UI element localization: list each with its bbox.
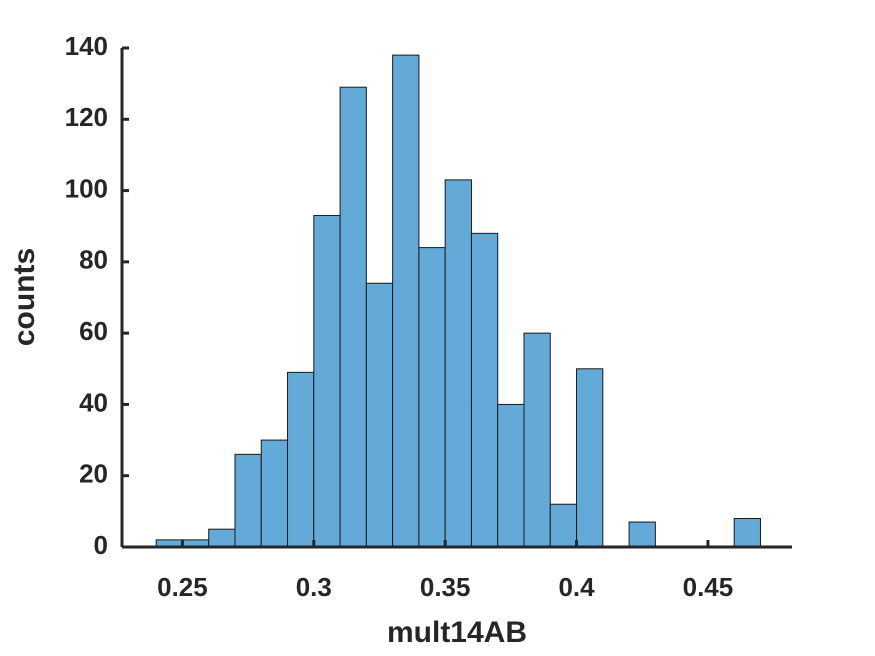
x-tick-label: 0.35 xyxy=(420,572,471,602)
y-tick-label: 40 xyxy=(79,387,108,417)
x-axis-label: mult14AB xyxy=(387,616,527,649)
x-tick-label: 0.25 xyxy=(157,572,208,602)
y-axis-label: counts xyxy=(8,248,41,346)
bar xyxy=(339,86,367,548)
y-tick-label: 80 xyxy=(79,245,108,275)
x-tick-label: 0.4 xyxy=(558,572,595,602)
bar xyxy=(497,403,525,548)
bar xyxy=(733,517,761,548)
y-tick-label: 0 xyxy=(94,530,108,560)
bar xyxy=(365,282,394,548)
x-tick-label: 0.45 xyxy=(683,572,734,602)
bar xyxy=(523,332,551,548)
bar xyxy=(549,503,578,548)
y-tick-label: 100 xyxy=(65,173,108,203)
bar xyxy=(260,439,289,548)
bar xyxy=(287,371,315,548)
bar xyxy=(628,521,656,548)
bar xyxy=(470,232,499,548)
y-tick-label: 140 xyxy=(65,31,108,61)
y-tick-label: 20 xyxy=(79,459,108,489)
bar xyxy=(208,528,236,548)
y-tick-label: 60 xyxy=(79,316,108,346)
bar xyxy=(313,215,341,548)
y-tick-label: 120 xyxy=(65,102,108,132)
x-tick-label: 0.3 xyxy=(296,572,332,602)
bar xyxy=(392,54,420,548)
bar xyxy=(234,453,262,548)
bar xyxy=(576,368,604,548)
bar xyxy=(444,179,472,548)
bar xyxy=(418,247,446,548)
